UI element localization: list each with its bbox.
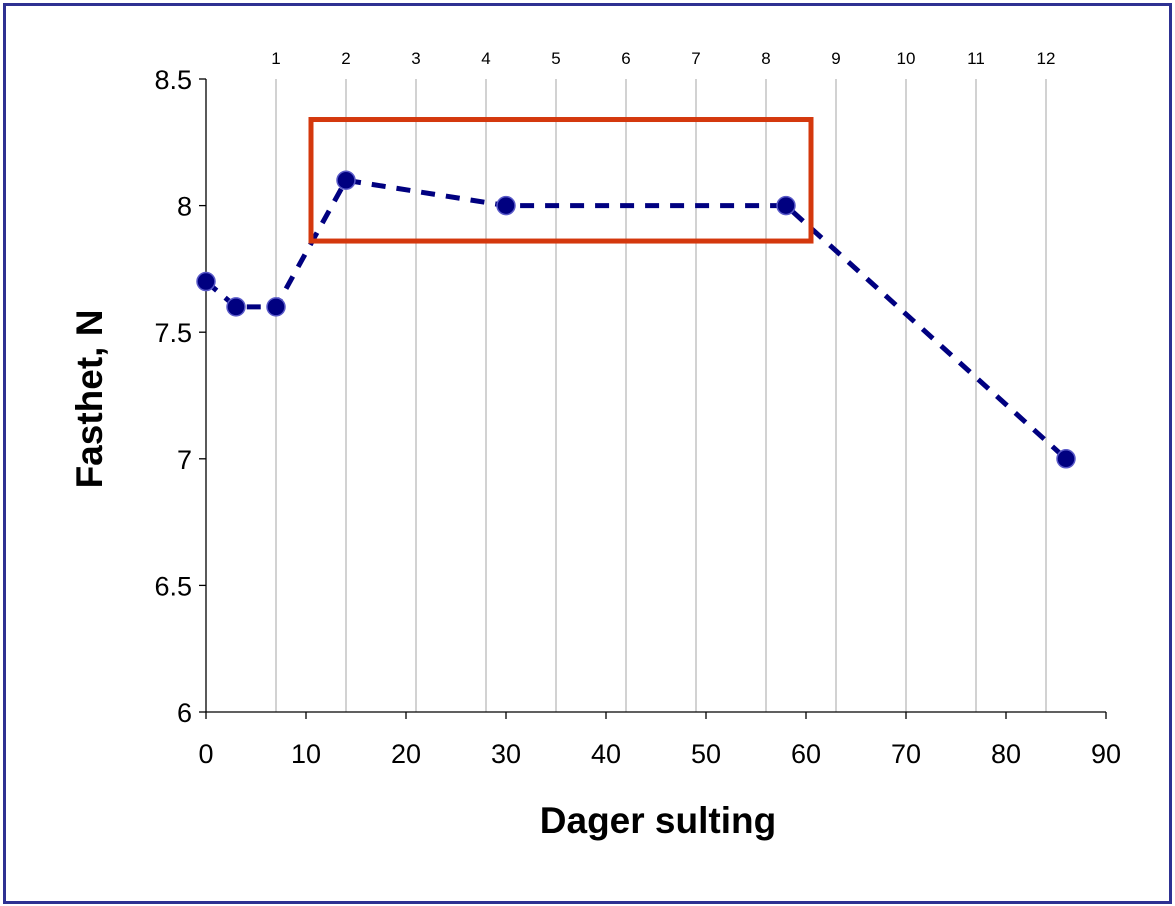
y-tick-label: 8.5 (154, 65, 192, 95)
x-axis-title: Dager sulting (540, 800, 776, 841)
data-point (196, 271, 216, 292)
week-label: 3 (411, 49, 420, 68)
week-label: 1 (271, 49, 280, 68)
week-label: 2 (341, 49, 350, 68)
chart: 1 2 3 4 5 6 7 8 9 10 11 12 0 10 20 30 40 50 60 70 80 90 66.5… (69, 49, 1121, 841)
x-tick-label: 80 (991, 739, 1021, 769)
y-tick-label: 6.5 (154, 571, 192, 601)
series-line (204, 177, 1068, 461)
week-label: 5 (551, 49, 560, 68)
y-tick-label: 6 (177, 698, 192, 728)
data-point (266, 297, 286, 317)
data-point (776, 195, 796, 216)
x-tick-label: 60 (791, 739, 821, 769)
x-tick-label: 10 (291, 739, 321, 769)
y-tick-labels: 6 6.5 7 7.5 8 8.5 (154, 65, 192, 728)
week-label: 6 (621, 49, 630, 68)
x-tick-label: 0 (198, 739, 213, 769)
x-tick-label: 20 (391, 739, 421, 769)
x-tick-label: 90 (1091, 739, 1121, 769)
x-tick-label: 40 (591, 739, 621, 769)
week-label: 11 (967, 49, 985, 68)
week-label: 7 (691, 49, 700, 68)
week-gridlines (275, 79, 1047, 712)
highlight-box (308, 117, 814, 244)
y-axis-title: Fasthet, N (69, 310, 110, 489)
data-point (226, 297, 246, 317)
data-point (336, 170, 356, 191)
highlight-layer (308, 117, 814, 244)
axes (199, 78, 1107, 719)
series-layer (196, 170, 1076, 469)
week-labels: 1 2 3 4 5 6 7 8 9 10 11 12 (271, 49, 1055, 68)
week-label: 4 (481, 49, 490, 68)
week-label: 10 (897, 49, 916, 68)
chart-frame: 1 2 3 4 5 6 7 8 9 10 11 12 0 10 20 30 40 50 60 70 80 90 6 6.5… (3, 3, 1172, 904)
week-label: 9 (831, 49, 840, 68)
x-tick-label: 70 (891, 739, 921, 769)
y-tick-label: 7 (177, 445, 192, 475)
x-tick-labels: 0 10 20 30 40 50 60 70 80 90 (198, 739, 1121, 769)
data-point (1056, 449, 1076, 469)
y-tick-label: 7.5 (154, 318, 192, 348)
x-tick-label: 30 (491, 739, 521, 769)
data-point (496, 195, 516, 216)
week-label: 8 (761, 49, 770, 68)
x-tick-label: 50 (691, 739, 721, 769)
y-tick-label: 8 (177, 192, 192, 222)
week-label: 12 (1037, 49, 1056, 68)
